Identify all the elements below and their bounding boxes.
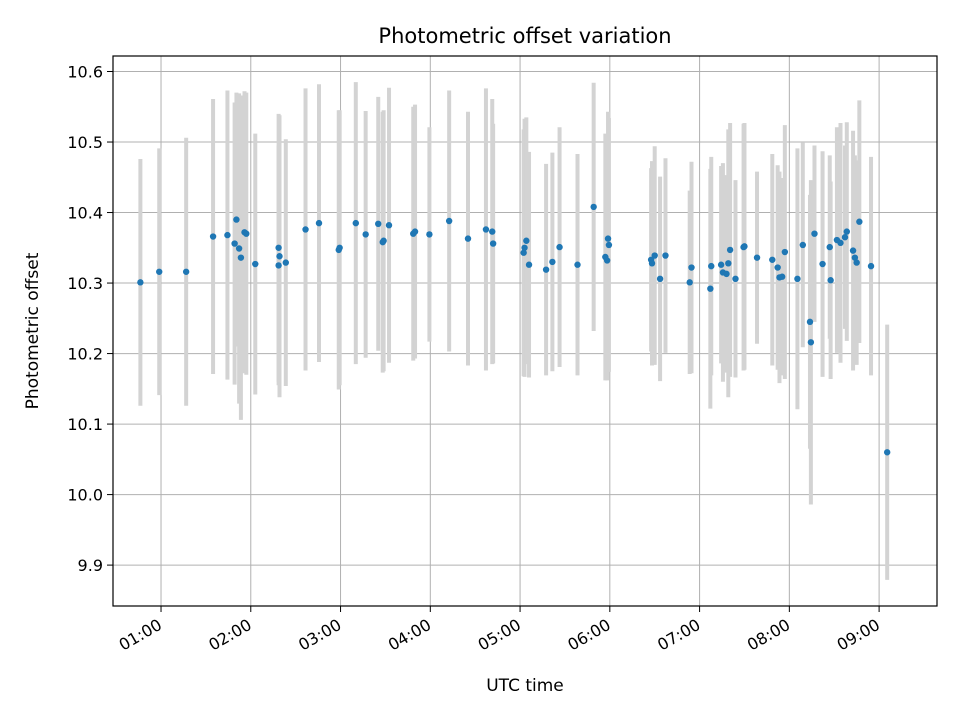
data-point-33 xyxy=(489,240,497,247)
y-tick-label-3: 10.2 xyxy=(67,345,103,364)
data-point-81 xyxy=(843,228,850,235)
data-point-80 xyxy=(841,234,849,241)
data-point-58 xyxy=(723,270,730,278)
data-point-12 xyxy=(275,244,282,251)
data-point-69 xyxy=(781,248,789,256)
data-point-56 xyxy=(717,261,725,268)
data-point-59 xyxy=(725,260,732,267)
data-point-84 xyxy=(853,259,860,266)
data-point-2 xyxy=(182,268,190,275)
data-point-19 xyxy=(336,244,343,251)
data-point-7 xyxy=(235,245,243,252)
data-point-14 xyxy=(276,253,283,260)
data-point-34 xyxy=(520,249,527,256)
data-point-70 xyxy=(794,275,801,283)
data-point-32 xyxy=(489,228,496,235)
data-point-0 xyxy=(137,279,144,286)
data-point-60 xyxy=(726,246,734,254)
data-point-52 xyxy=(686,279,693,286)
data-point-50 xyxy=(656,275,664,283)
data-point-71 xyxy=(799,241,807,249)
data-point-72 xyxy=(806,318,814,326)
data-point-28 xyxy=(426,231,433,238)
data-point-22 xyxy=(375,220,382,228)
data-point-25 xyxy=(385,222,393,229)
data-point-79 xyxy=(837,239,844,247)
data-point-27 xyxy=(411,228,419,235)
data-point-55 xyxy=(708,262,715,270)
y-axis-label: Photometric offset xyxy=(23,252,43,409)
data-point-35 xyxy=(521,244,528,251)
data-point-65 xyxy=(769,256,776,263)
data-point-8 xyxy=(237,254,245,261)
data-point-74 xyxy=(811,230,818,237)
data-point-64 xyxy=(753,254,761,261)
data-point-45 xyxy=(604,235,612,242)
y-tick-label-5: 10.4 xyxy=(67,204,103,223)
data-point-49 xyxy=(651,252,658,259)
data-point-68 xyxy=(778,273,786,280)
y-tick-label-4: 10.3 xyxy=(67,274,103,293)
y-tick-label-0: 9.9 xyxy=(78,556,103,575)
data-point-63 xyxy=(741,243,748,250)
data-point-83 xyxy=(851,254,859,261)
data-point-42 xyxy=(590,203,597,211)
data-point-86 xyxy=(867,262,875,270)
data-point-20 xyxy=(352,219,360,227)
data-point-31 xyxy=(482,226,490,233)
data-point-61 xyxy=(732,275,739,283)
data-point-5 xyxy=(231,240,238,247)
data-point-16 xyxy=(302,226,309,233)
data-point-4 xyxy=(224,231,231,239)
data-point-53 xyxy=(688,264,695,271)
data-point-82 xyxy=(849,247,857,254)
data-point-15 xyxy=(282,259,289,266)
y-tick-label-1: 10.0 xyxy=(67,486,103,505)
data-point-10 xyxy=(243,230,250,237)
data-point-11 xyxy=(252,260,259,268)
plot-frame xyxy=(112,55,938,607)
data-point-38 xyxy=(542,266,550,273)
data-point-44 xyxy=(603,257,611,264)
data-point-85 xyxy=(856,218,863,225)
data-point-36 xyxy=(523,237,530,244)
data-point-76 xyxy=(826,243,833,251)
data-points xyxy=(137,203,891,456)
y-tick-label-2: 10.1 xyxy=(67,415,103,434)
chart-title: Photometric offset variation xyxy=(378,24,671,48)
data-point-3 xyxy=(209,233,217,240)
data-point-46 xyxy=(605,241,613,249)
data-point-1 xyxy=(156,268,163,275)
data-point-40 xyxy=(556,243,563,251)
data-point-87 xyxy=(883,449,891,456)
data-point-6 xyxy=(233,216,240,223)
y-tick-label-6: 10.5 xyxy=(67,133,103,152)
data-point-17 xyxy=(315,219,323,227)
data-point-77 xyxy=(827,277,834,284)
data-point-66 xyxy=(774,264,781,271)
data-point-54 xyxy=(707,285,714,292)
data-point-13 xyxy=(275,262,282,269)
data-point-24 xyxy=(380,237,387,244)
x-axis-label: UTC time xyxy=(486,676,564,696)
data-point-29 xyxy=(445,217,453,225)
data-point-75 xyxy=(819,260,826,268)
data-point-37 xyxy=(525,261,533,268)
data-point-73 xyxy=(807,339,815,346)
data-point-48 xyxy=(648,260,656,267)
data-point-41 xyxy=(574,261,581,268)
data-point-21 xyxy=(362,231,369,238)
y-tick-label-7: 10.6 xyxy=(67,63,103,82)
data-point-39 xyxy=(549,258,556,266)
data-point-30 xyxy=(464,235,472,242)
data-point-51 xyxy=(662,252,669,259)
